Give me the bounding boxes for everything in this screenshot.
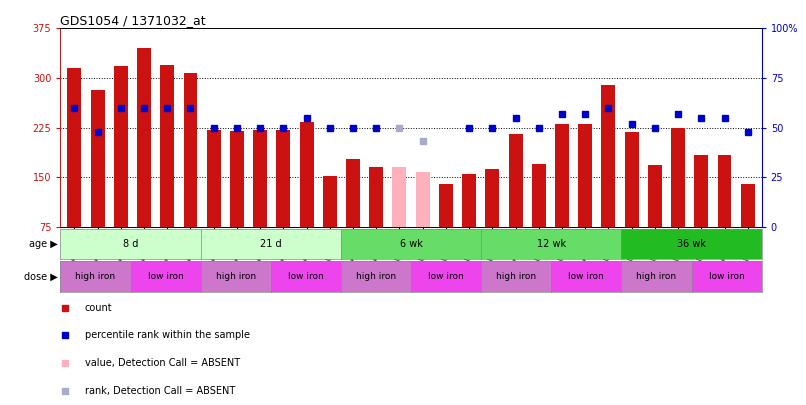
Text: age ▶: age ▶ [29,239,58,249]
Bar [671,128,685,227]
Bar [648,165,662,227]
Text: GDS1054 / 1371032_at: GDS1054 / 1371032_at [60,14,206,27]
Bar [416,172,430,227]
Text: high iron: high iron [76,272,115,281]
Text: high iron: high iron [637,272,676,281]
Bar [114,66,128,227]
Text: low iron: low iron [288,272,324,281]
Text: low iron: low iron [568,272,604,281]
Text: high iron: high iron [356,272,396,281]
Bar [578,124,592,227]
Text: high iron: high iron [496,272,536,281]
Bar [485,169,499,227]
Text: 8 d: 8 d [123,239,139,249]
Bar [509,134,522,227]
Text: rank, Detection Call = ABSENT: rank, Detection Call = ABSENT [85,386,235,396]
Text: 21 d: 21 d [260,239,281,249]
Text: value, Detection Call = ABSENT: value, Detection Call = ABSENT [85,358,239,368]
Bar [300,122,314,227]
Bar [90,90,105,227]
Bar [137,48,151,227]
Bar [741,184,754,227]
Bar [184,72,197,227]
Bar [393,167,406,227]
Bar [694,156,708,227]
Text: 12 wk: 12 wk [537,239,566,249]
Text: count: count [85,303,112,313]
Bar [276,130,290,227]
Text: high iron: high iron [216,272,256,281]
Bar [369,167,383,227]
Bar [439,184,453,227]
Bar [323,176,337,227]
Bar [160,65,174,227]
Bar [230,131,244,227]
Bar [68,68,81,227]
Text: 36 wk: 36 wk [677,239,706,249]
Bar [625,132,638,227]
Bar [346,159,360,227]
Bar [206,130,221,227]
Bar [717,156,732,227]
Bar [462,174,476,227]
Text: 6 wk: 6 wk [400,239,422,249]
Text: low iron: low iron [708,272,745,281]
Bar [532,164,546,227]
Text: percentile rank within the sample: percentile rank within the sample [85,330,250,340]
Text: low iron: low iron [147,272,184,281]
Text: low iron: low iron [428,272,464,281]
Bar [555,124,569,227]
Bar [253,130,267,227]
Text: dose ▶: dose ▶ [24,271,58,281]
Bar [601,85,616,227]
